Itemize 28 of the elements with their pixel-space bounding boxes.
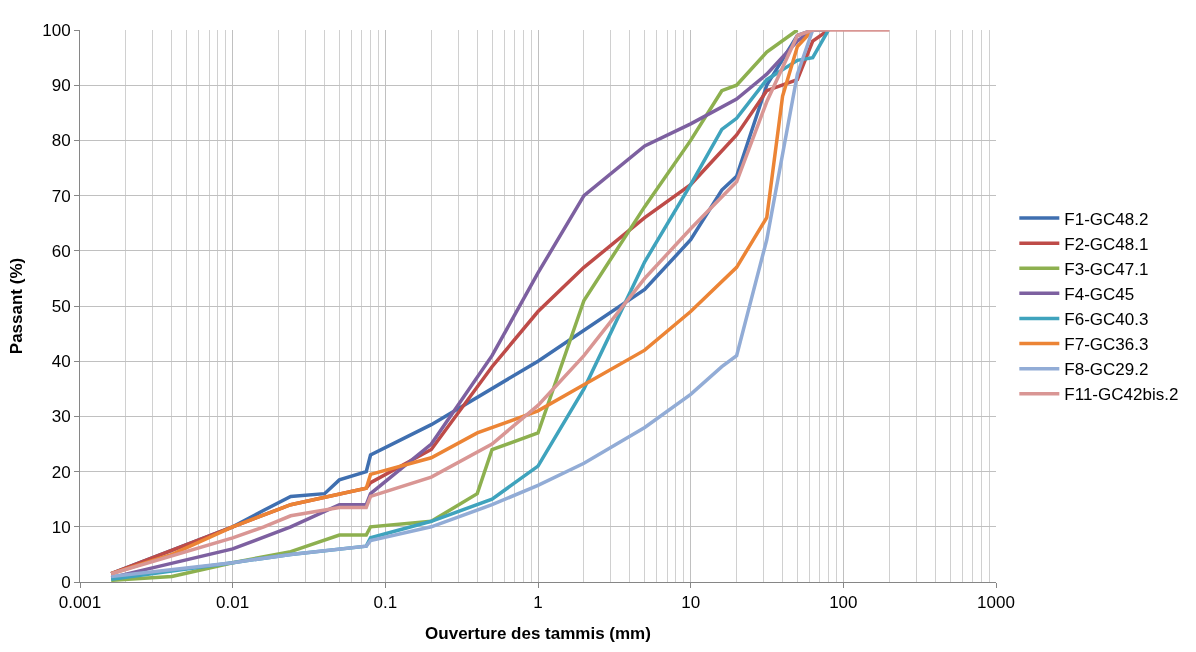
y-tick-label: 100	[42, 20, 71, 40]
x-tick-label: 0.01	[216, 593, 250, 613]
y-tick-label: 0	[61, 572, 71, 592]
legend-label: F7-GC36.3	[1064, 335, 1149, 355]
y-tick-label: 10	[51, 517, 71, 537]
legend-label: F8-GC29.2	[1064, 360, 1149, 380]
x-tick-label: 100	[829, 593, 858, 613]
y-tick-label: 60	[51, 241, 71, 261]
y-tick-label: 70	[51, 186, 71, 206]
legend-label: F6-GC40.3	[1064, 310, 1149, 330]
x-tick-label: 10	[681, 593, 701, 613]
y-tick-label: 20	[51, 462, 71, 482]
y-axis-title: Passant (%)	[6, 257, 26, 355]
x-axis-title: Ouverture des tammis (mm)	[425, 623, 651, 643]
x-tick-label: 0.1	[373, 593, 398, 613]
legend-label: F3-GC47.1	[1064, 259, 1149, 279]
legend-label: F2-GC48.1	[1064, 234, 1149, 254]
y-tick-label: 80	[51, 131, 71, 151]
y-tick-label: 30	[51, 407, 71, 427]
legend-label: F1-GC48.2	[1064, 209, 1149, 229]
x-tick-label: 1000	[977, 593, 1015, 613]
legend-label: F4-GC45	[1064, 284, 1135, 304]
y-tick-label: 50	[51, 296, 71, 316]
y-tick-label: 90	[51, 76, 71, 96]
x-tick-label: 1	[533, 593, 543, 613]
y-tick-label: 40	[51, 352, 71, 372]
legend-label: F11-GC42bis.2	[1064, 385, 1179, 405]
x-tick-label: 0.001	[58, 593, 102, 613]
